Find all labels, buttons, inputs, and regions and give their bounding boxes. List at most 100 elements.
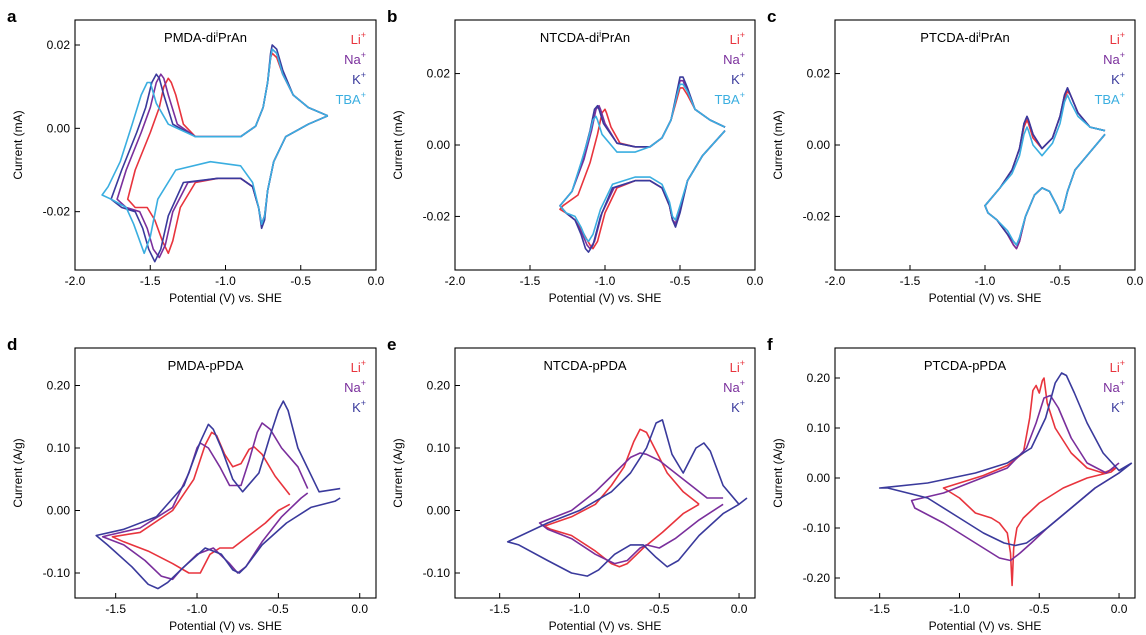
legend-entry: TBA+	[714, 90, 745, 107]
series-line-na	[101, 422, 309, 581]
chart-title: PMDA-pPDA	[168, 358, 244, 373]
y-tick-label: 0.20	[807, 371, 831, 385]
x-tick-label: -1.5	[140, 274, 161, 288]
legend-entry: Li+	[351, 358, 366, 375]
legend-entry: K+	[731, 70, 745, 87]
panel-letter: d	[7, 335, 17, 354]
x-tick-label: -1.5	[869, 602, 890, 616]
series-line-tba	[101, 48, 329, 255]
legend-entry: Na+	[723, 50, 745, 67]
y-tick-label: -0.20	[803, 571, 831, 585]
chart-panel-e: e -1.5 -1.0 -0.5 0.0 -0.10 0.00 0.10 0.20 Potenti…	[387, 335, 756, 633]
legend-entry: TBA+	[335, 90, 366, 107]
y-tick-label: 0.00	[47, 121, 71, 135]
y-axis-label: Current (mA)	[771, 110, 785, 179]
plot-frame	[454, 347, 756, 599]
x-tick-label: -0.5	[1029, 602, 1050, 616]
x-tick-label: -1.5	[520, 274, 541, 288]
legend-entry: Li+	[1110, 358, 1125, 375]
x-tick-label: -2.0	[65, 274, 86, 288]
chart-title: NTCDA-diiPrAn	[540, 29, 630, 45]
plot-frame	[454, 19, 756, 271]
x-tick-label: 0.0	[1111, 602, 1128, 616]
x-axis-label: Potential (V) vs. SHE	[929, 291, 1042, 305]
legend-entry: Na+	[1103, 50, 1125, 67]
chart-panel-f: f -1.5 -1.0 -0.5 0.0 -0.20 -0.10 0.00 0.10 0.20 Po…	[767, 335, 1136, 633]
x-tick-label: 0.0	[351, 602, 368, 616]
series-line-k	[95, 400, 341, 590]
legend-entry: TBA+	[1094, 90, 1125, 107]
series-line-k	[110, 44, 329, 263]
legend-entry: Li+	[1110, 30, 1125, 47]
y-tick-label: 0.10	[47, 441, 71, 455]
legend-entry: K+	[1111, 398, 1125, 415]
x-tick-label: 0.0	[1127, 274, 1144, 288]
plot-frame	[834, 19, 1136, 271]
x-tick-label: -1.5	[105, 602, 126, 616]
x-tick-label: -1.5	[489, 602, 510, 616]
x-tick-label: 0.0	[731, 602, 748, 616]
y-tick-label: -0.02	[423, 209, 451, 223]
series-line-na	[538, 452, 724, 565]
x-tick-label: -2.0	[445, 274, 466, 288]
series-line-na	[984, 87, 1106, 250]
y-tick-label: 0.02	[427, 67, 451, 81]
x-axis-label: Potential (V) vs. SHE	[169, 619, 282, 633]
series-line-k	[559, 76, 726, 253]
legend-entry: K+	[352, 398, 366, 415]
x-axis-label: Potential (V) vs. SHE	[169, 291, 282, 305]
legend-entry: Li+	[351, 30, 366, 47]
y-tick-label: 0.20	[427, 379, 451, 393]
y-axis-label: Current (A/g)	[391, 438, 405, 507]
y-tick-label: 0.00	[427, 504, 451, 518]
legend-entry: Na+	[344, 378, 366, 395]
x-tick-label: 0.0	[368, 274, 385, 288]
panel-letter: a	[7, 7, 17, 26]
y-tick-label: 0.00	[47, 504, 71, 518]
legend-entry: K+	[352, 70, 366, 87]
series-line-tba	[559, 83, 726, 243]
plot-frame	[74, 347, 377, 599]
legend-entry: Na+	[1103, 378, 1125, 395]
legend-entry: Li+	[730, 30, 745, 47]
y-axis-label: Current (mA)	[11, 110, 25, 179]
x-axis-label: Potential (V) vs. SHE	[929, 619, 1042, 633]
chart-title: PTCDA-diiPrAn	[920, 29, 1009, 45]
series-line-li	[111, 431, 291, 574]
y-tick-label: -0.02	[43, 205, 71, 219]
chart-title: NTCDA-pPDA	[543, 358, 626, 373]
chart-panel-d: d -1.5 -1.0 -0.5 0.0 -0.10 0.00 0.10 0.20 Potenti…	[7, 335, 377, 633]
legend-entry: Na+	[344, 50, 366, 67]
y-axis-label: Current (A/g)	[771, 438, 785, 507]
series-line-li	[126, 52, 329, 255]
y-tick-label: 0.10	[807, 421, 831, 435]
chart-panel-b: b -2.0 -1.5 -1.0 -0.5 0.0 -0.02 0.00 0.02 Potenti…	[387, 7, 764, 305]
y-tick-label: -0.10	[423, 566, 451, 580]
chart-title: PTCDA-pPDA	[924, 358, 1007, 373]
legend-entry: K+	[1111, 70, 1125, 87]
series-line-k	[506, 419, 748, 577]
x-tick-label: -1.0	[187, 602, 208, 616]
series-line-li	[543, 428, 700, 568]
panel-letter: b	[387, 7, 397, 26]
series-line-k	[878, 372, 1133, 547]
y-tick-label: 0.10	[427, 441, 451, 455]
x-tick-label: -1.5	[900, 274, 921, 288]
legend-entry: Na+	[723, 378, 745, 395]
series-line-na	[910, 394, 1120, 562]
x-axis-label: Potential (V) vs. SHE	[549, 291, 662, 305]
plot-frame	[834, 347, 1136, 599]
x-tick-label: -1.0	[569, 602, 590, 616]
y-axis-label: Current (mA)	[391, 110, 405, 179]
series-line-na	[116, 48, 329, 259]
series-line-tba	[984, 94, 1106, 246]
y-tick-label: -0.10	[803, 521, 831, 535]
chart-panel-c: c -2.0 -1.5 -1.0 -0.5 0.0 -0.02 0.00 0.02 Potenti…	[767, 7, 1144, 305]
x-tick-label: -1.0	[949, 602, 970, 616]
y-tick-label: 0.02	[807, 67, 831, 81]
y-tick-label: 0.00	[427, 138, 451, 152]
series-line-li	[942, 377, 1117, 587]
legend-entry: K+	[731, 398, 745, 415]
x-tick-label: -2.0	[825, 274, 846, 288]
